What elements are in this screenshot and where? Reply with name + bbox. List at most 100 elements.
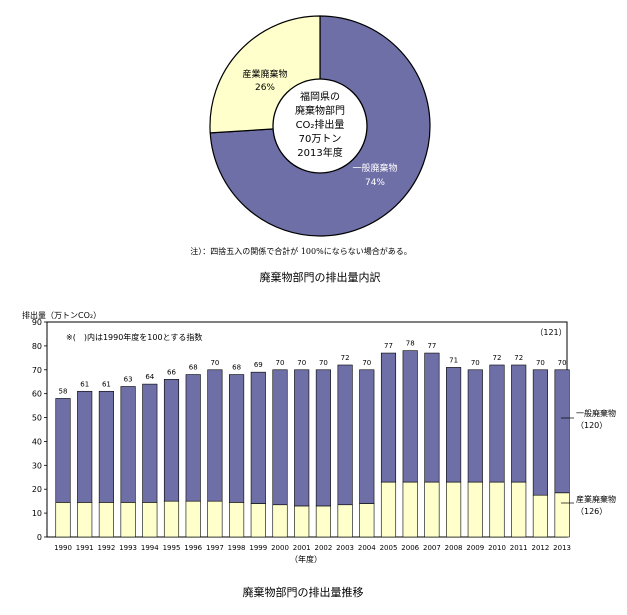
x-tick-label: 2013 [553,544,571,552]
pie-slice-value-general: 74% [365,178,385,188]
x-tick-label: 2012 [531,544,549,552]
legend-index-general: （120） [576,421,607,430]
bar-total-label: 58 [59,387,68,395]
x-tick-label: 2009 [466,544,484,552]
pie-slice-label-general: 一般廃棄物 [352,162,397,174]
bar-total-label: 71 [449,356,458,364]
y-tick-label: 10 [32,509,42,518]
x-tick-label: 2001 [293,544,311,552]
bar-segment-general [142,383,158,503]
bar-total-label: 70 [319,359,328,367]
bar-total-label: 68 [232,364,241,372]
x-tick-label: 2007 [423,544,441,552]
bar-segment-industrial [380,481,397,538]
bar-segment-general [77,390,93,503]
bar-segment-industrial [446,481,462,538]
bar-segment-general [380,352,397,483]
bar-total-label: 69 [254,361,263,369]
pie-center-line: 2013年度 [297,146,342,159]
x-tick-label: 1994 [141,544,159,552]
y-axis-title: 排出量（万トンCO₂） [22,310,101,320]
bar-segment-general [55,398,71,503]
y-tick-label: 70 [32,366,42,375]
bar-segment-general [424,352,440,483]
bar-segment-industrial [359,503,375,538]
x-tick-label: 2008 [445,544,463,552]
bar-segment-industrial [185,500,201,538]
bar-segment-industrial [511,481,527,538]
bar-total-label: 77 [384,342,393,350]
pie-note: 注）：四捨五入の関係で合計が 100%にならない場合がある。 [190,246,411,256]
bar-segment-industrial [55,502,71,538]
bar-segment-industrial [142,502,158,538]
bar-total-label: 61 [80,380,89,388]
bar-segment-industrial [98,502,114,538]
bar-segment-industrial [554,492,570,538]
bar-segment-industrial [294,505,310,538]
bar-segment-industrial [77,502,93,538]
bar-chart: 排出量（万トンCO₂） ※( )内は1990年度を100とする指数 0 10 20 3… [22,310,616,564]
bar-segment-industrial [163,500,180,538]
bar-total-label: 72 [493,354,502,362]
bar-total-label: 72 [341,354,350,362]
bar-segment-industrial [120,502,136,538]
pie-center-line: 廃棄物部門 [295,104,345,117]
y-tick-label: 0 [37,533,42,542]
bar-total-label: 70 [297,359,306,367]
pie-chart: 福岡県の 廃棄物部門 CO₂排出量 70万トン 2013年度 産業廃棄物 26%… [209,15,431,237]
pie-center-line: CO₂排出量 [296,118,345,131]
y-tick-label: 80 [32,342,42,351]
bar-total-label: 70 [558,359,567,367]
bar-segment-industrial [272,504,288,538]
bar-segment-general [446,367,462,483]
bar-total-label: 72 [514,354,523,362]
x-tick-label: 2004 [358,544,376,552]
bar-segment-industrial [532,494,548,538]
y-tick-label: 40 [32,437,42,446]
x-tick-label: 1993 [119,544,137,552]
bar-total-label: 64 [145,373,154,381]
pie-center-hole [272,78,368,174]
bar-segment-general [359,369,375,504]
bar-segment-general [554,369,570,494]
bar-segment-general [337,364,353,506]
bar-segment-general [250,371,266,504]
bar-segment-general [402,350,418,483]
bar-segment-industrial [315,505,331,538]
bar-segment-general [467,369,483,483]
bar-total-label: 63 [124,376,133,384]
bar-segment-general [315,369,331,507]
x-tick-label: 2010 [488,544,506,552]
bar-segment-industrial [467,481,483,538]
bar-segment-industrial [489,481,505,538]
bar-segment-general [272,369,288,506]
pie-slice-value-industrial: 26% [255,83,275,93]
bar-total-label: 70 [210,359,219,367]
bar-caption: 廃棄物部門の排出量推移 [243,585,364,599]
pie-center-line: 福岡県の [300,90,340,103]
bar-segment-industrial [250,503,266,538]
legend-index-industrial: （126） [576,507,607,516]
index-label-2013-total: （121） [535,328,566,337]
bar-total-label: 70 [362,359,371,367]
bar-segment-industrial [424,481,440,538]
bar-segment-general [120,386,136,503]
x-tick-label: 2000 [271,544,289,552]
bar-segment-general [489,364,505,483]
bar-segment-general [532,369,548,496]
legend-label-general: 一般廃棄物 [576,408,616,418]
bar-total-label: 70 [471,359,480,367]
bar-segment-general [98,390,114,503]
y-tick-label: 90 [32,318,42,327]
bar-total-label: 68 [189,364,198,372]
pie-caption: 廃棄物部門の排出量内訳 [260,270,381,284]
x-tick-label: 2003 [336,544,354,552]
bar-segment-general [185,374,201,502]
bar-segment-general [294,369,310,507]
y-tick-label: 20 [32,485,42,494]
bar-total-label: 70 [536,359,545,367]
bar-segment-general [511,364,527,483]
x-tick-label: 1996 [184,544,202,552]
pie-center-line: 70万トン [299,134,342,145]
